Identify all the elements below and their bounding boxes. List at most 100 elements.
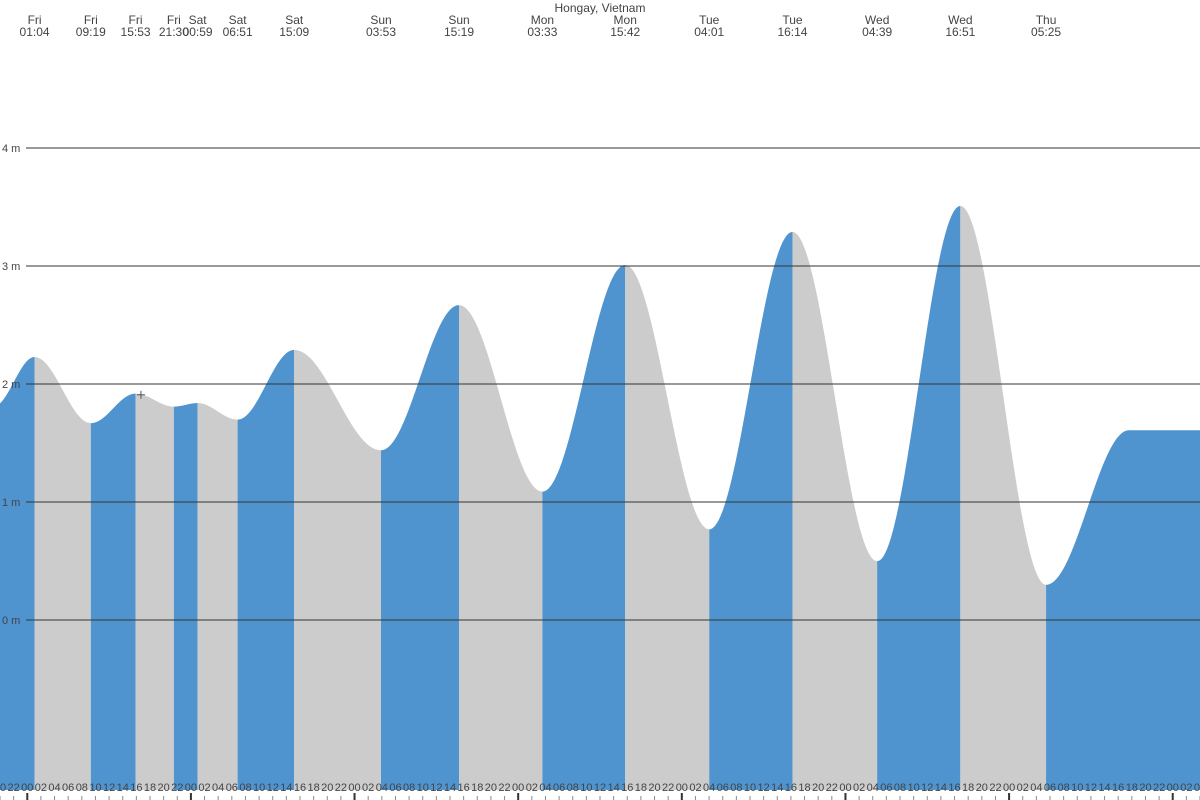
hour-tick-label: 18 [308, 782, 320, 794]
hour-tick-label: 16 [458, 782, 470, 794]
hour-tick-label: 02 [1017, 782, 1029, 794]
hour-tick-label: 04 [703, 782, 715, 794]
hour-tick-label: 18 [144, 782, 156, 794]
y-tick-label: 3 m [2, 261, 20, 273]
extreme-day: Sun [370, 13, 391, 27]
extreme-day: Wed [865, 13, 889, 27]
hour-tick-label: 00 [839, 782, 851, 794]
hour-tick-label: 18 [798, 782, 810, 794]
hour-tick-label: 22 [989, 782, 1001, 794]
rising-tide-segment [90, 393, 136, 790]
y-tick-label: 4 m [2, 143, 20, 155]
hour-tick-label: 00 [1003, 782, 1015, 794]
y-tick-label: 1 m [2, 497, 20, 509]
hour-tick-label: 02 [198, 782, 210, 794]
hour-tick-label: 16 [294, 782, 306, 794]
rising-tide-segment [709, 231, 793, 790]
hour-tick-label: 20 [485, 782, 497, 794]
bottom-hour-axis: 2022000204060810121416182022000204060810… [0, 782, 1200, 800]
hour-tick-label: 12 [758, 782, 770, 794]
hour-tick-label: 06 [1044, 782, 1056, 794]
hour-tick-label: 14 [1098, 782, 1110, 794]
hour-tick-label: 08 [567, 782, 579, 794]
extreme-time: 15:53 [121, 25, 151, 39]
hour-tick-label: 04 [539, 782, 551, 794]
extreme-time: 16:14 [777, 25, 807, 39]
hour-tick-label: 00 [348, 782, 360, 794]
hour-tick-label: 18 [635, 782, 647, 794]
rising-tide-segment [1046, 430, 1200, 790]
rising-tide-segment [877, 206, 961, 790]
rising-tide-segment [0, 357, 35, 790]
hour-tick-label: 16 [130, 782, 142, 794]
hour-tick-label: 22 [335, 782, 347, 794]
extreme-time: 03:53 [366, 25, 396, 39]
falling-tide-segment [34, 357, 91, 790]
extreme-labels: Fri01:04Fri09:19Fri15:53Fri21:30Sat00:59… [20, 13, 1062, 39]
y-tick-label: 2 m [2, 379, 20, 391]
hour-tick-label: 00 [1167, 782, 1179, 794]
falling-tide-segment [459, 305, 543, 790]
extreme-time: 15:19 [444, 25, 474, 39]
hour-tick-label: 04 [48, 782, 60, 794]
hour-tick-label: 04 [1030, 782, 1042, 794]
hour-tick-label: 02 [362, 782, 374, 794]
hour-tick-label: 20 [812, 782, 824, 794]
extreme-day: Thu [1036, 13, 1057, 27]
hour-tick-label: 06 [226, 782, 238, 794]
hour-tick-label: 18 [471, 782, 483, 794]
hour-tick-label: 20 [976, 782, 988, 794]
hour-tick-label: 02 [853, 782, 865, 794]
hour-tick-label: 18 [1126, 782, 1138, 794]
hour-tick-label: 06 [62, 782, 74, 794]
extreme-day: Mon [614, 13, 637, 27]
hour-tick-label: 18 [962, 782, 974, 794]
hour-tick-label: 02 [526, 782, 538, 794]
extreme-day: Fri [167, 13, 181, 27]
hour-tick-label: 04 [867, 782, 879, 794]
hour-tick-label: 00 [21, 782, 33, 794]
hour-tick-label: 06 [880, 782, 892, 794]
hour-tick-label: 14 [117, 782, 129, 794]
falling-tide-segment [135, 393, 174, 790]
hour-tick-label: 20 [0, 782, 6, 794]
hour-tick-label: 22 [826, 782, 838, 794]
extreme-time: 15:42 [610, 25, 640, 39]
hour-tick-label: 10 [417, 782, 429, 794]
hour-tick-label: 02 [35, 782, 47, 794]
hour-tick-label: 02 [689, 782, 701, 794]
hour-tick-label: 12 [594, 782, 606, 794]
falling-tide-segment [197, 403, 238, 790]
hour-tick-label: 04 [1194, 782, 1200, 794]
falling-tide-segment [792, 231, 878, 790]
chart-title: Hongay, Vietnam [555, 1, 646, 15]
rising-tide-segment [173, 403, 198, 790]
hour-tick-label: 16 [948, 782, 960, 794]
hour-tick-label: 08 [239, 782, 251, 794]
hour-tick-label: 12 [430, 782, 442, 794]
hour-tick-label: 12 [267, 782, 279, 794]
falling-tide-segment [960, 206, 1047, 790]
hour-tick-label: 08 [1058, 782, 1070, 794]
hour-tick-label: 14 [280, 782, 292, 794]
hour-tick-label: 20 [1139, 782, 1151, 794]
tide-area-layer [0, 206, 1200, 790]
hour-tick-label: 22 [1153, 782, 1165, 794]
hour-tick-label: 02 [1180, 782, 1192, 794]
hour-tick-label: 12 [103, 782, 115, 794]
hour-tick-label: 08 [76, 782, 88, 794]
hour-tick-label: 20 [321, 782, 333, 794]
hour-tick-label: 10 [253, 782, 265, 794]
extreme-time: 06:51 [223, 25, 253, 39]
hour-tick-label: 14 [608, 782, 620, 794]
